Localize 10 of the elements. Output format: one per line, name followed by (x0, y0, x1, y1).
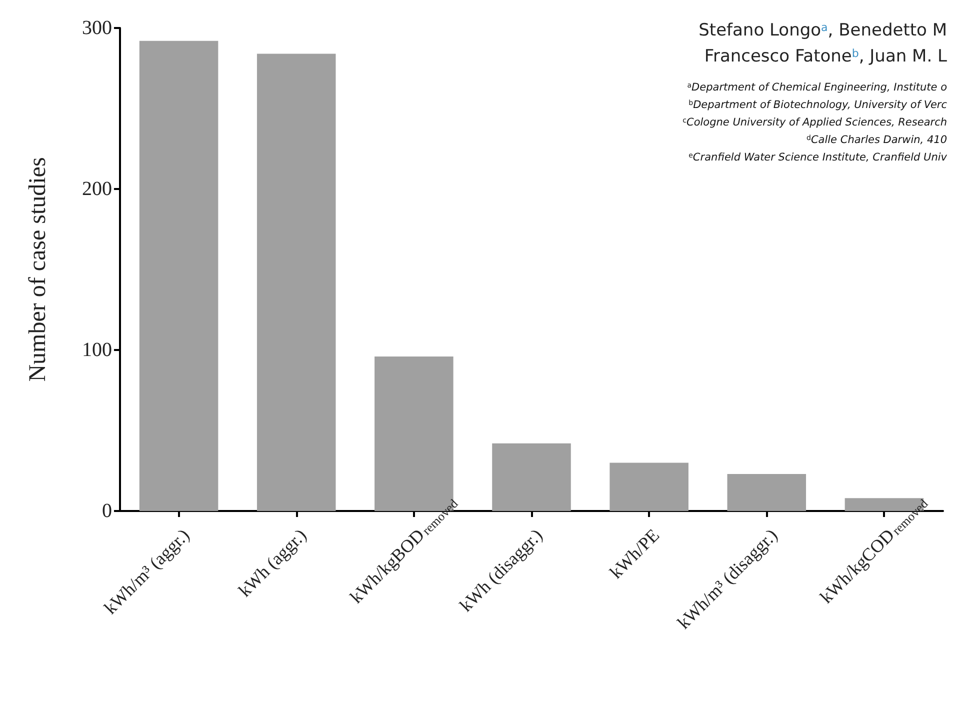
y-tick-label: 0 (102, 500, 112, 522)
bar (610, 462, 688, 511)
bar (139, 40, 218, 511)
bar (727, 474, 806, 511)
y-tick-label: 100 (82, 339, 112, 361)
y-axis-title: Number of case studies (25, 157, 51, 382)
bar (492, 443, 571, 511)
y-tick-label: 300 (82, 17, 112, 39)
bar (256, 54, 336, 511)
y-tick-label: 200 (82, 178, 112, 200)
